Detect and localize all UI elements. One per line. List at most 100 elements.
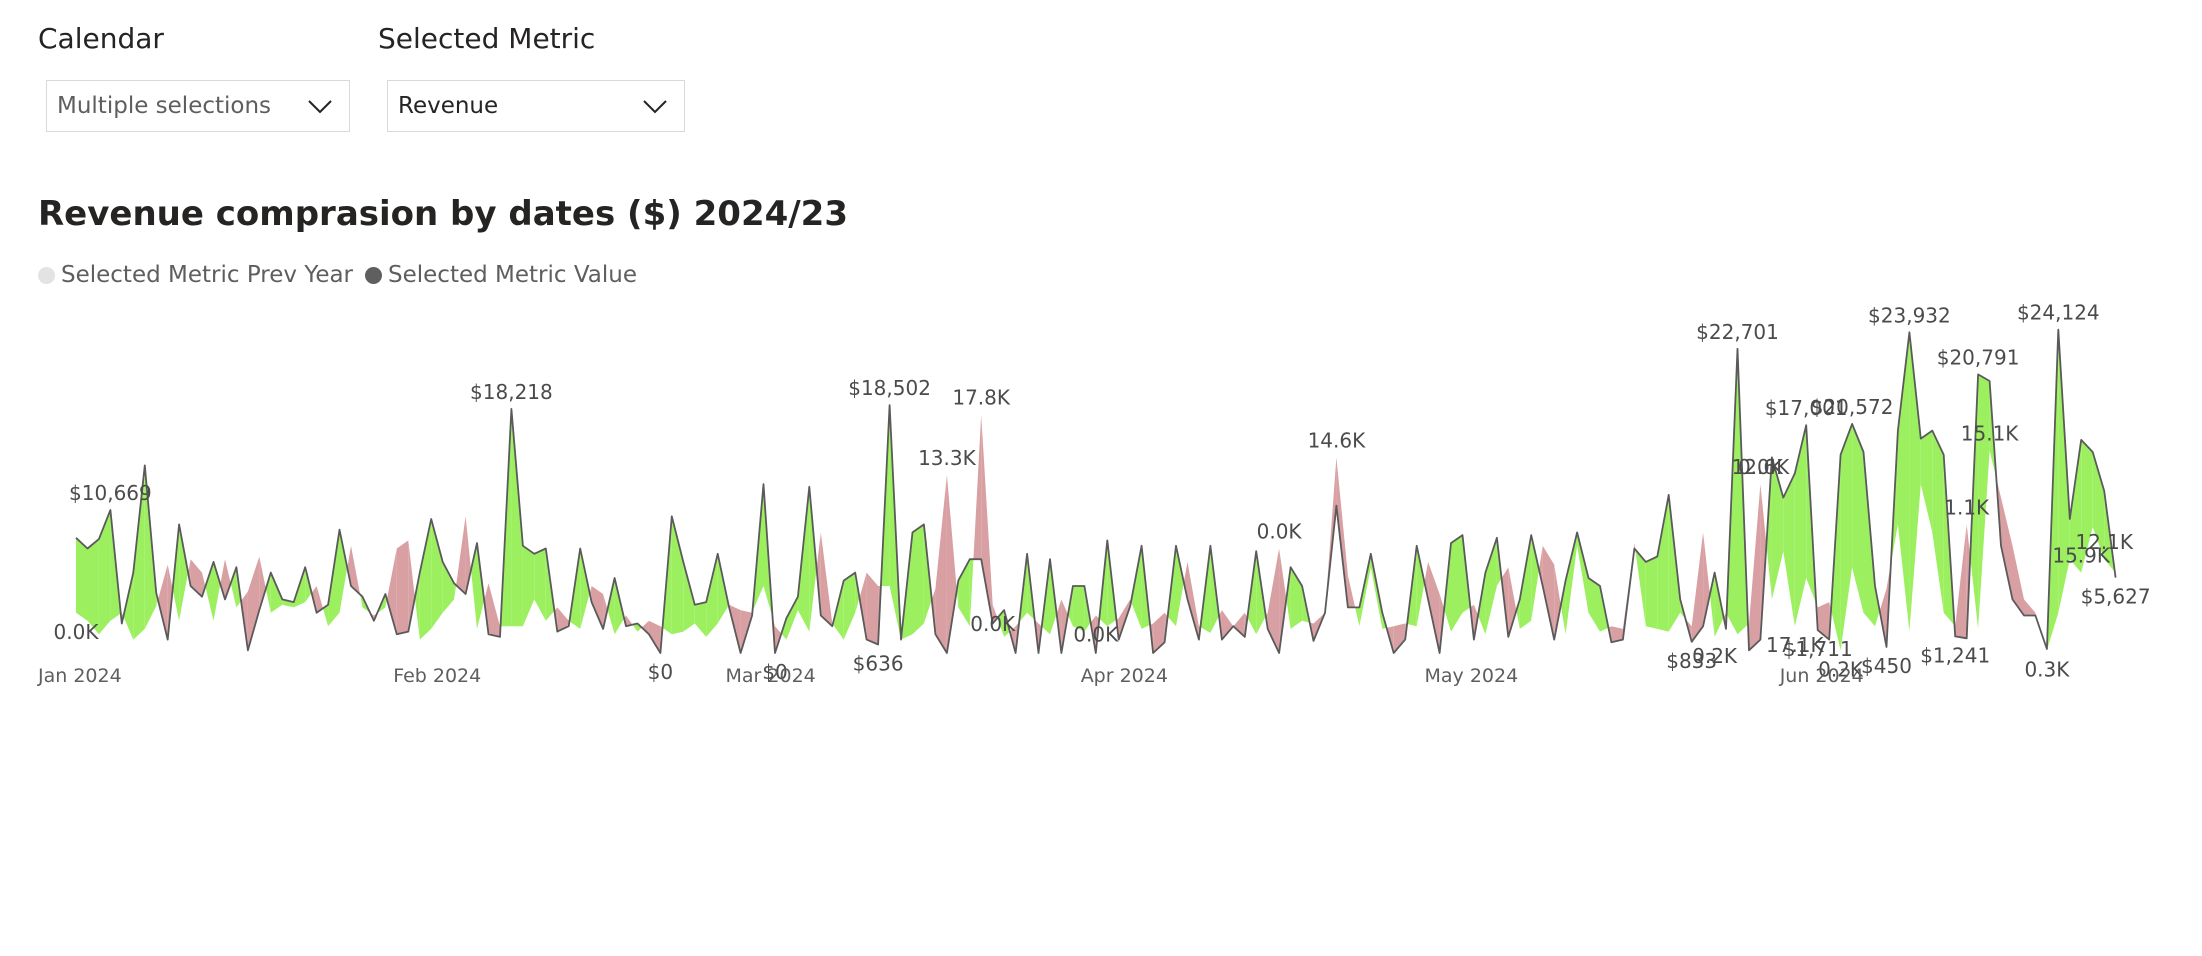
data-label: 0.0K — [970, 612, 1016, 636]
data-label: 13.3K — [918, 446, 977, 470]
difference-area-23-0 — [339, 529, 348, 613]
difference-area-162-0 — [1932, 430, 1944, 613]
difference-area-4-1 — [123, 572, 134, 640]
difference-area-13-0 — [225, 559, 231, 600]
difference-area-142-1 — [1709, 572, 1715, 637]
difference-area-16-0 — [259, 556, 266, 611]
metric-dropdown-value: Revenue — [398, 93, 499, 119]
difference-area-137-0 — [1645, 556, 1658, 629]
difference-area-96-1 — [1183, 561, 1188, 600]
difference-area-50-0 — [648, 620, 661, 653]
difference-area-1-0 — [87, 539, 99, 635]
data-label: $0 — [762, 660, 787, 684]
x-tick-label: Jun 2024 — [1779, 665, 1864, 687]
revenue-area-chart: $10,669 0.0K $18,218 $0 $0 $18,502 $636 13.3K 17… — [37, 301, 2151, 687]
difference-area-39-0 — [522, 545, 535, 627]
difference-area-23-1 — [347, 545, 351, 586]
data-label: $18,502 — [848, 376, 931, 400]
difference-area-55-0 — [706, 553, 718, 637]
difference-area-160-0 — [1909, 332, 1921, 632]
difference-area-175-0 — [2081, 439, 2093, 573]
difference-area-24-1 — [360, 594, 363, 608]
difference-area-30-0 — [419, 519, 432, 640]
difference-area-32-0 — [442, 561, 455, 613]
difference-area-125-1 — [1516, 599, 1520, 629]
difference-area-138-0 — [1657, 494, 1669, 632]
difference-area-12-0 — [213, 561, 221, 621]
difference-area-111-0 — [1347, 575, 1356, 608]
difference-area-104-0 — [1267, 548, 1280, 653]
data-label: $23,932 — [1868, 303, 1951, 327]
difference-area-21-1 — [323, 604, 329, 627]
difference-area-123-0 — [1485, 537, 1497, 635]
difference-area-78-0 — [969, 559, 974, 627]
legend-item-prev-year[interactable]: Selected Metric Prev Year — [38, 262, 353, 288]
legend-label-prev-year: Selected Metric Prev Year — [61, 262, 354, 288]
data-label: 0.0K — [54, 620, 100, 644]
difference-area-33-1 — [456, 516, 466, 594]
data-label: $17,001 — [1765, 396, 1848, 420]
chart-legend: Selected Metric Prev Year Selected Metri… — [38, 262, 649, 288]
difference-area-48-0 — [626, 615, 633, 627]
difference-area-35-0 — [477, 543, 485, 629]
difference-area-131-0 — [1577, 532, 1589, 613]
difference-area-128-0 — [1542, 545, 1555, 640]
difference-area-78-1 — [973, 414, 982, 560]
difference-area-44-0 — [580, 548, 590, 629]
difference-area-97-0 — [1187, 561, 1199, 640]
difference-area-53-0 — [683, 561, 695, 632]
data-label: $20,791 — [1937, 345, 2020, 369]
data-label: 15.1K — [1961, 422, 2020, 446]
difference-area-105-0 — [1279, 548, 1287, 653]
data-label: $1,241 — [1920, 643, 1990, 667]
difference-area-46-1 — [607, 578, 615, 635]
calendar-dropdown[interactable]: Multiple selections — [46, 80, 350, 132]
difference-area-76-0 — [946, 474, 957, 653]
difference-area-143-0 — [1714, 572, 1724, 637]
difference-area-142-0 — [1703, 532, 1710, 627]
difference-area-118-0 — [1428, 561, 1440, 653]
metric-dropdown[interactable]: Revenue — [387, 80, 685, 132]
series-line-metric-value — [75, 328, 2117, 654]
data-label: 0.0K — [1073, 623, 1119, 647]
difference-area-129-1 — [1560, 580, 1566, 635]
difference-area-169-0 — [2012, 545, 2024, 616]
data-label: 14.6K — [1308, 428, 1367, 452]
difference-area-92-1 — [1131, 545, 1142, 629]
difference-area-15-0 — [247, 556, 260, 651]
difference-area-66-1 — [832, 580, 844, 640]
difference-area-24-0 — [351, 545, 361, 595]
difference-area-126-0 — [1519, 535, 1532, 629]
x-tick-label: May 2024 — [1425, 665, 1519, 687]
difference-area-110-0 — [1336, 457, 1348, 608]
legend-marker-prev-year — [38, 266, 55, 284]
data-label: 0.3K — [2024, 657, 2070, 681]
data-label: 15.9K — [2052, 544, 2111, 568]
difference-area-173-0 — [2058, 329, 2070, 613]
difference-area-64-0 — [809, 486, 817, 632]
difference-area-149-0 — [1783, 473, 1795, 627]
difference-area-62-0 — [786, 596, 798, 640]
difference-area-125-0 — [1508, 567, 1517, 637]
difference-area-65-0 — [820, 532, 833, 627]
data-label: $0 — [648, 660, 673, 684]
difference-area-33-0 — [454, 583, 457, 600]
difference-area-29-0 — [408, 540, 415, 632]
difference-area-67-0 — [843, 572, 856, 640]
difference-area-168-0 — [2001, 497, 2013, 600]
chevron-down-icon — [308, 100, 332, 114]
difference-area-54-0 — [694, 602, 707, 637]
difference-area-147-0 — [1760, 484, 1767, 640]
difference-area-38-0 — [511, 408, 523, 627]
difference-area-9-0 — [179, 524, 189, 621]
difference-area-2-0 — [98, 510, 111, 635]
difference-area-111-1 — [1355, 607, 1360, 627]
data-label: 17.1K — [1766, 633, 1825, 657]
data-label: $5,627 — [2081, 585, 2151, 609]
difference-area-127-0 — [1531, 535, 1539, 621]
data-label: 17.8K — [952, 386, 1011, 410]
difference-area-27-1 — [386, 548, 397, 635]
difference-area-146-0 — [1749, 484, 1761, 651]
legend-item-value[interactable]: Selected Metric Value — [365, 262, 637, 288]
difference-area-166-0 — [1978, 374, 1990, 629]
